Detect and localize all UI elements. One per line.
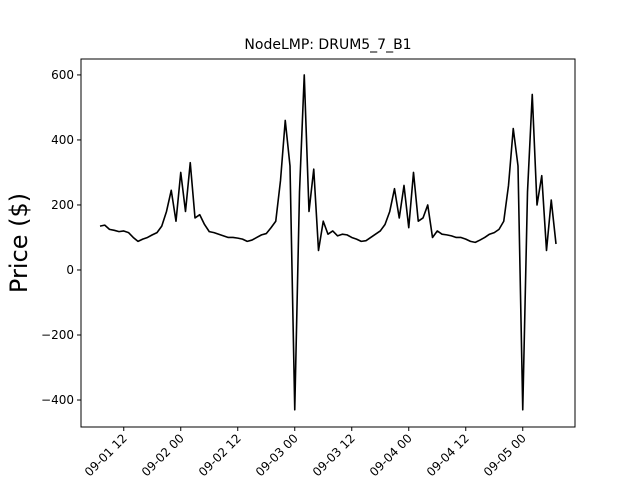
chart-title: NodeLMP: DRUM5_7_B1 [244, 37, 411, 53]
x-tick-label: 09-01 12 [82, 431, 130, 479]
x-tick-label: 09-02 00 [139, 431, 187, 479]
x-tick-label: 09-02 12 [196, 431, 244, 479]
y-tick-label: 0 [66, 263, 74, 277]
x-tick-label: 09-04 12 [424, 431, 472, 479]
plot-frame [80, 58, 576, 428]
y-axis-label: Price ($) [5, 193, 33, 293]
x-tick-label: 09-03 00 [253, 431, 301, 479]
y-tick-label: −400 [41, 393, 74, 407]
x-tick-label: 09-03 12 [310, 431, 358, 479]
y-tick-label: 200 [51, 198, 74, 212]
y-tick-label: 400 [51, 133, 74, 147]
y-tick-label: −200 [41, 328, 74, 342]
y-tick-label: 600 [51, 68, 74, 82]
x-tick-label: 09-05 00 [481, 431, 529, 479]
x-tick-label: 09-04 00 [367, 431, 415, 479]
line [99, 74, 557, 411]
